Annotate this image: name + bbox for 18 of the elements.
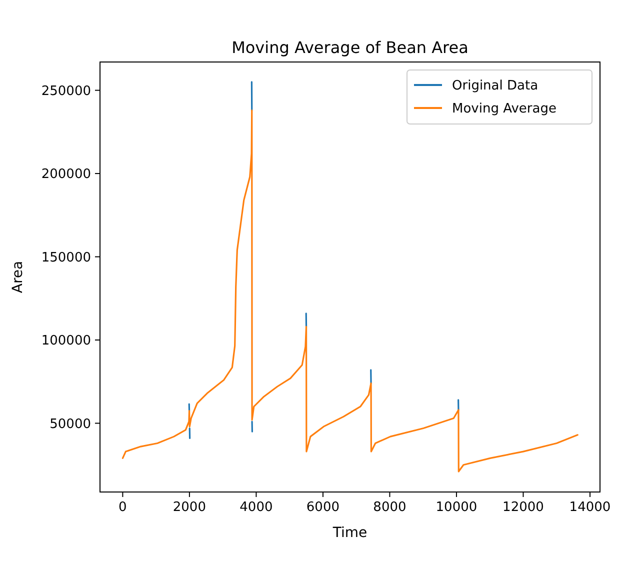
- y-tick-label: 50000: [50, 416, 91, 432]
- x-tick-label: 12000: [502, 500, 544, 515]
- x-tick-label: 4000: [240, 500, 273, 515]
- x-tick-label: 8000: [373, 500, 406, 515]
- y-tick-label: 200000: [41, 167, 91, 182]
- y-tick-label: 100000: [41, 334, 91, 349]
- chart-title: Moving Average of Bean Area: [232, 38, 468, 57]
- legend-label: Original Data: [452, 78, 538, 94]
- x-tick-label: 10000: [436, 500, 478, 515]
- y-tick-label: 150000: [41, 250, 91, 266]
- x-tick-label: 0: [118, 500, 127, 515]
- x-axis-title: Time: [332, 525, 368, 541]
- x-tick-label: 2000: [172, 500, 206, 515]
- y-axis-title: Area: [10, 260, 26, 294]
- x-tick-label: 14000: [569, 500, 611, 515]
- x-tick-label: 6000: [306, 500, 340, 515]
- legend-label: Moving Average: [452, 102, 556, 117]
- y-tick-label: 250000: [41, 84, 91, 99]
